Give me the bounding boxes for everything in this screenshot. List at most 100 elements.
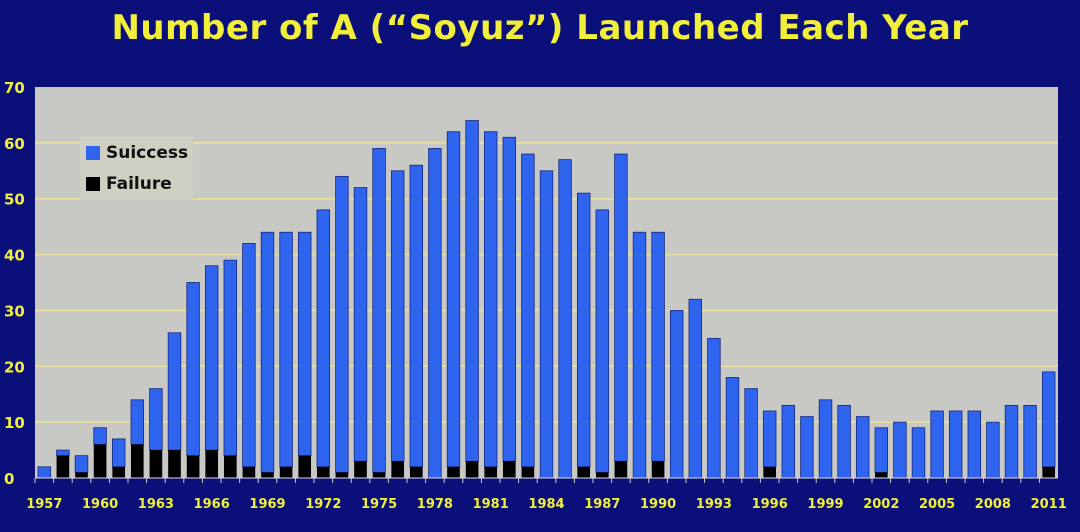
- bar-failure-1961: [112, 466, 126, 478]
- bar-success-1962: [130, 399, 145, 445]
- bar-failure-1975: [372, 472, 386, 478]
- bar-success-1965: [186, 282, 200, 457]
- bar-success-1977: [409, 164, 424, 468]
- bar-success-1987: [595, 209, 610, 473]
- bar-failure-1962: [130, 444, 144, 478]
- y-tick-label: 40: [4, 247, 25, 265]
- legend: Suiccess Failure: [80, 137, 193, 199]
- bar-success-1968: [242, 242, 256, 468]
- bar-failure-1965: [186, 455, 200, 478]
- x-tick-label: 2008: [975, 497, 1011, 512]
- legend-item-success: Suiccess: [86, 143, 188, 163]
- bar-success-1972: [316, 209, 331, 468]
- legend-label-failure: Failure: [106, 174, 172, 194]
- bar-success-1999: [818, 399, 833, 479]
- x-tick-label: 1963: [138, 497, 174, 512]
- bar-success-1964: [167, 332, 182, 451]
- bar-success-1961: [111, 438, 126, 468]
- bar-success-1981: [483, 131, 498, 468]
- bar-failure-1963: [149, 450, 163, 478]
- bar-success-2011: [1041, 371, 1056, 468]
- x-tick-label: 1987: [584, 497, 620, 512]
- x-tick-label: 1981: [473, 497, 509, 512]
- bar-success-1958: [56, 449, 70, 457]
- bar-success-1971: [297, 231, 312, 457]
- bar-failure-2002: [874, 472, 888, 478]
- y-tick-label: 50: [4, 191, 25, 209]
- bar-success-1982: [502, 136, 517, 462]
- x-tick-label: 1993: [696, 497, 732, 512]
- bar-failure-1972: [316, 466, 330, 478]
- bar-success-1970: [279, 231, 293, 468]
- y-tick-label: 20: [4, 358, 25, 376]
- bar-success-1996: [762, 410, 777, 468]
- bar-success-2000: [837, 404, 851, 479]
- bar-failure-1987: [595, 472, 609, 478]
- x-tick-label: 1978: [417, 497, 453, 512]
- y-tick-label: 0: [4, 470, 14, 488]
- x-tick-label: 2005: [919, 497, 955, 512]
- bar-success-1979: [446, 131, 461, 468]
- bar-failure-1976: [391, 461, 405, 478]
- bar-success-1969: [260, 231, 275, 473]
- bar-success-1967: [223, 259, 238, 457]
- bar-success-1976: [390, 170, 405, 462]
- x-tick-label: 1990: [640, 497, 676, 512]
- bar-failure-1973: [335, 472, 349, 478]
- bar-failure-1964: [168, 450, 181, 478]
- y-tick-label: 60: [4, 135, 25, 153]
- bar-success-1986: [576, 192, 591, 468]
- bar-success-2010: [1023, 404, 1037, 479]
- bar-failure-1977: [409, 466, 423, 478]
- x-tick-label: 1999: [807, 497, 843, 512]
- bar-success-2008: [986, 421, 1000, 479]
- x-tick-label: 2011: [1031, 497, 1067, 512]
- bar-success-1960: [93, 427, 107, 445]
- bar-failure-1959: [75, 472, 88, 478]
- bar-failure-1970: [279, 466, 293, 478]
- bar-success-1957: [37, 466, 52, 479]
- x-tick-label: 1969: [249, 497, 285, 512]
- bar-success-1993: [707, 337, 721, 479]
- bar-success-1991: [669, 310, 684, 479]
- bar-success-2009: [1004, 404, 1019, 479]
- legend-label-success: Suiccess: [106, 143, 189, 163]
- legend-item-failure: Failure: [86, 174, 172, 194]
- bar-success-1959: [74, 455, 89, 473]
- bar-failure-1969: [261, 472, 274, 478]
- bar-failure-1974: [354, 461, 367, 478]
- y-tick-label: 30: [4, 302, 25, 320]
- bar-success-1966: [204, 265, 219, 451]
- bar-failure-1966: [205, 450, 219, 478]
- bar-success-2004: [911, 427, 926, 479]
- bar-failure-1979: [447, 466, 460, 478]
- bar-success-1988: [614, 153, 628, 462]
- bar-success-1980: [465, 120, 479, 462]
- x-tick-label: 1975: [361, 497, 397, 512]
- x-tick-label: 1966: [194, 497, 230, 512]
- x-tick-label: 2002: [863, 497, 899, 512]
- bar-success-1990: [651, 231, 665, 462]
- bar-failure-1986: [577, 466, 591, 478]
- bar-success-2003: [893, 421, 907, 479]
- bar-failure-1960: [93, 444, 107, 478]
- bar-failure-1988: [614, 461, 628, 478]
- bar-success-2006: [948, 410, 963, 479]
- bar-failure-2011: [1042, 466, 1056, 478]
- x-tick-label: 1996: [752, 497, 788, 512]
- bar-failure-1968: [242, 466, 256, 478]
- bar-success-1989: [632, 231, 647, 479]
- bar-success-1998: [800, 416, 814, 479]
- bar-failure-1990: [651, 461, 665, 478]
- bar-failure-1971: [298, 455, 312, 478]
- bar-success-1994: [725, 377, 740, 479]
- y-tick-label: 70: [4, 79, 25, 97]
- bar-failure-1958: [56, 455, 70, 478]
- bar-success-2002: [874, 427, 889, 473]
- bar-success-1975: [372, 148, 386, 473]
- bar-failure-1980: [465, 461, 479, 478]
- bar-success-2005: [930, 410, 944, 479]
- bar-success-1992: [688, 298, 703, 479]
- bar-failure-1983: [521, 466, 535, 478]
